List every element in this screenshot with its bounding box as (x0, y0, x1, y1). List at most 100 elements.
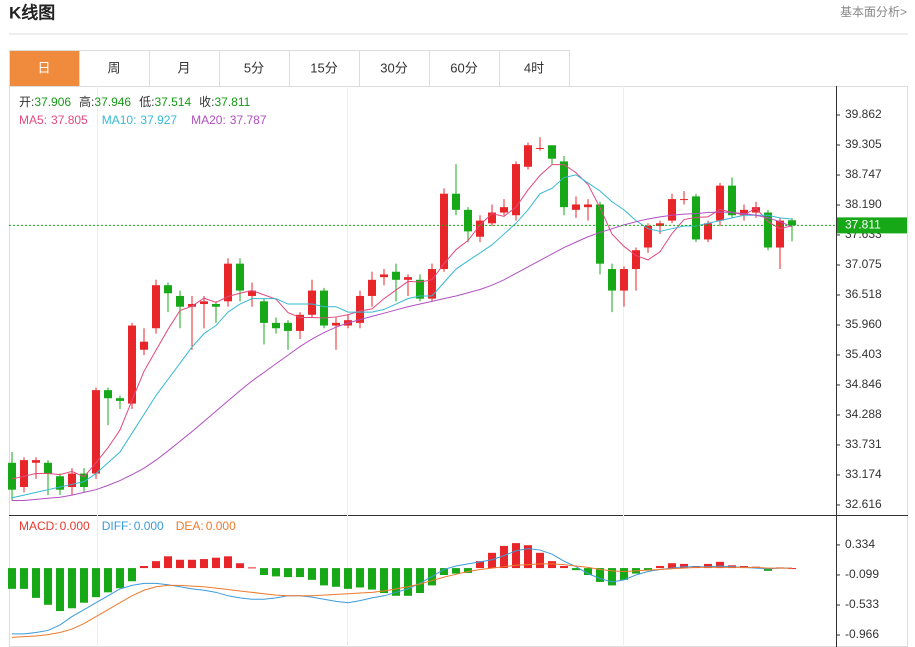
candle-body (56, 476, 64, 490)
candle-body (212, 304, 220, 307)
candle-body (632, 250, 640, 270)
candle-body (620, 269, 628, 291)
candle-body (140, 341, 148, 350)
macd-bar (32, 568, 40, 598)
candle-body (368, 279, 376, 296)
header-title: K线图 (9, 2, 55, 22)
y-tick-label: 33.174 (845, 467, 882, 481)
macd-bar (656, 565, 664, 569)
legend-text: 收: (199, 95, 214, 109)
candle-body (488, 212, 496, 224)
candle-body (728, 185, 736, 216)
y-tick-label: -0.966 (845, 627, 879, 641)
candle-body (656, 223, 664, 226)
candle-body (536, 147, 544, 149)
macd-bar (68, 568, 76, 609)
macd-bar (212, 557, 220, 569)
macd-line (12, 548, 792, 635)
candle-body (716, 185, 724, 221)
macd-bar (164, 556, 172, 569)
candle-body (548, 145, 556, 159)
legend-text: 37.946 (94, 95, 131, 109)
tab-label[interactable]: 30分 (380, 60, 407, 75)
candle-body (692, 196, 700, 240)
macd-bar (716, 561, 724, 569)
macd-bar (80, 568, 88, 603)
macd-bar (356, 568, 364, 588)
tab[interactable] (359, 50, 430, 87)
candle-body (452, 193, 460, 210)
candle-body (608, 269, 616, 291)
y-tick-label: -0.099 (845, 567, 879, 581)
candle-body (740, 209, 748, 216)
macd-bar (644, 568, 652, 571)
candle-body (200, 301, 208, 305)
tab[interactable] (499, 50, 570, 87)
candle-body (380, 274, 388, 278)
macd-bar (608, 568, 616, 586)
macd-line (11, 563, 792, 638)
candle-body (164, 285, 172, 294)
candle-body (584, 204, 592, 208)
candle-body (392, 271, 400, 280)
y-tick-label: 33.731 (845, 437, 882, 451)
macd-bar (512, 543, 520, 569)
macd-bar (404, 568, 412, 596)
candle-body (272, 322, 280, 329)
tab-label[interactable]: 月 (177, 60, 190, 75)
macd-bar (488, 552, 496, 569)
tab-label[interactable]: 日 (37, 60, 50, 75)
tab-label[interactable]: 4时 (524, 60, 544, 75)
ma-line (11, 174, 793, 499)
macd-bar (620, 568, 628, 580)
candle-body (296, 314, 304, 331)
y-tick-label: 35.960 (845, 317, 882, 331)
macd-bar (380, 568, 388, 594)
candle-body (560, 161, 568, 208)
legend-text: 37.811 (214, 95, 250, 109)
legend-text: MA20: (191, 113, 226, 127)
current-price-box (837, 217, 907, 234)
candle-body (512, 164, 520, 216)
legend-text: 0.000 (206, 519, 236, 533)
fundamental-link[interactable]: 基本面分析> (840, 5, 907, 19)
y-tick-label: 36.518 (845, 287, 882, 301)
candle-body (500, 207, 508, 213)
macd-bar (44, 568, 52, 605)
macd-bar (536, 552, 544, 569)
candle-body (596, 204, 604, 264)
macd-bar (704, 563, 712, 569)
tab-label[interactable]: 周 (107, 60, 120, 75)
candle-body (260, 301, 268, 323)
macd-bar (464, 568, 472, 573)
macd-bar (20, 568, 28, 589)
candle-body (236, 263, 244, 291)
legend-text: DIFF: (102, 519, 132, 533)
tab-label[interactable]: 60分 (450, 60, 477, 75)
candle-body (704, 223, 712, 240)
candle-body (428, 269, 436, 299)
tab-label[interactable]: 5分 (244, 60, 264, 75)
macd-bar (344, 568, 352, 589)
y-tick-label: 39.305 (845, 137, 882, 151)
macd-bar (416, 568, 424, 594)
candle-body (32, 460, 40, 463)
tab[interactable] (79, 50, 150, 87)
macd-bar (332, 568, 340, 587)
macd-bar (284, 568, 292, 578)
legend-text: 37.805 (51, 113, 88, 127)
macd-bar (260, 568, 268, 576)
y-tick-label: 32.616 (845, 497, 882, 511)
y-tick-label: 39.862 (845, 107, 882, 121)
candle-body (68, 473, 76, 488)
y-tick-label: 0.334 (845, 537, 875, 551)
candle-body (176, 295, 184, 307)
tab-label[interactable]: 15分 (310, 60, 337, 75)
candle-body (20, 460, 28, 488)
macd-bar (680, 563, 688, 569)
candle-body (776, 220, 784, 248)
macd-bar (296, 568, 304, 578)
macd-bar (104, 568, 112, 593)
macd-bar (272, 568, 280, 577)
legend-text: 0.000 (60, 519, 90, 533)
